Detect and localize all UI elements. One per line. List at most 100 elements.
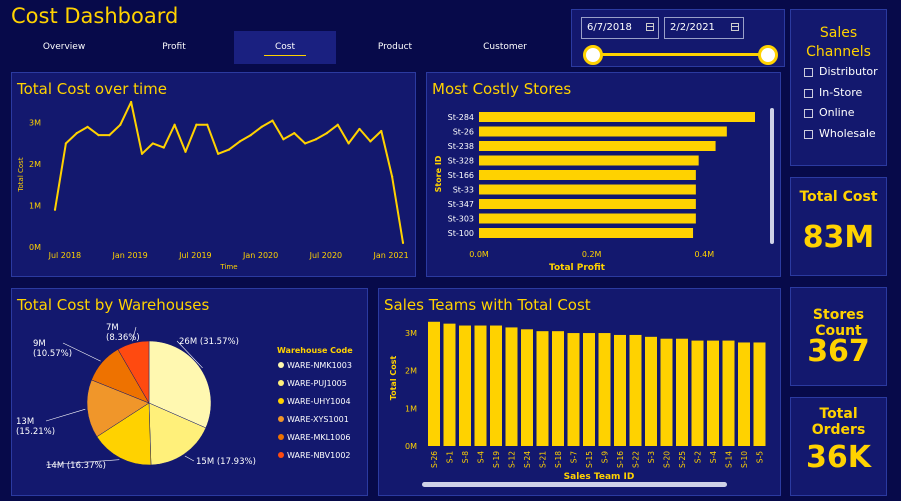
end-date-value: 2/2/2021 [670,22,715,33]
date-range-slider-track[interactable] [590,53,768,56]
legend-swatch [278,398,284,404]
sales-channels-title: Sales Channels [806,25,871,60]
store-id-label: St-347 [448,200,474,209]
date-range-end-handle[interactable] [758,45,778,65]
checkbox-online[interactable] [804,109,813,118]
date-range-start-handle[interactable] [583,45,603,65]
cost-data-point [347,142,350,145]
total-orders-value: 36K [806,440,871,475]
x-tick-label: S-25 [678,451,687,468]
x-tick-label: S-15 [585,451,594,468]
tab-customer[interactable]: Customer [483,42,527,52]
cost-data-point [108,134,111,137]
calendar-icon[interactable] [646,23,654,31]
legend-item: WARE-XYS1001 [287,415,349,424]
x-tick-label: S-18 [554,451,563,468]
x-tick-label: Jan 2019 [112,251,148,260]
dashboard-title: Cost Dashboard [11,4,179,28]
x-tick-label: Jan 2021 [373,251,409,260]
x-tick-label: S-4 [709,451,718,463]
most-costly-stores-chart: St-284 St-26 St-238 St-328 St-166 St-33 St-347… [434,108,774,273]
x-tick-label: S-21 [539,451,548,468]
cost-series-line [54,101,404,244]
pie-leader-line [45,408,86,422]
x-tick-label: Jul 2018 [48,251,82,260]
cost-data-point [173,123,176,126]
x-tick-label: S-26 [430,451,439,468]
x-tick-label: S-4 [477,451,486,463]
tab-profit[interactable]: Profit [162,42,186,52]
checkbox-wholesale[interactable] [804,130,813,139]
sales-team-cost-bar [552,331,564,446]
x-tick-label: S-22 [632,451,641,468]
cost-data-point [195,123,198,126]
calendar-icon[interactable] [731,23,739,31]
sales-team-cost-bar [645,336,657,446]
cost-data-point [391,175,394,178]
pie-data-label: (15.21%) [16,427,55,437]
cost-data-point [336,123,339,126]
store-id-label: St-238 [448,142,474,151]
x-tick-label: 0.4M [694,250,714,259]
end-date-input[interactable]: 2/2/2021 [664,17,744,39]
x-tick-label: S-10 [740,451,749,468]
cost-data-point [217,152,220,155]
cost-data-point [271,119,274,122]
cost-data-point [401,241,405,244]
cost-data-point [162,146,165,149]
sales-team-cost-bar [707,340,719,446]
sales-team-cost-bar [722,340,735,446]
tab-cost[interactable]: Cost [234,31,336,64]
checkbox-in-store[interactable] [804,89,813,98]
start-date-input[interactable]: 6/7/2018 [581,17,659,39]
cost-data-point [380,129,383,133]
store-cost-bar [479,199,696,209]
channel-label-in-store: In-Store [819,86,863,99]
cost-data-point [260,125,263,128]
x-tick-label: S-3 [647,451,656,463]
cost-data-point [325,131,328,135]
sales-team-cost-bar [459,325,471,446]
x-tick-label: Jan 2020 [242,251,278,260]
x-tick-label: Jul 2019 [178,251,212,260]
total-cost-value: 83M [802,220,875,255]
tab-overview[interactable]: Overview [42,42,86,52]
cost-over-time-panel: Total Cost over time [11,72,416,277]
sales-team-cost-bar [676,338,688,446]
cost-data-point [53,208,57,211]
total-cost-label: Total Cost [799,189,878,205]
stores-count-value: 367 [807,334,870,369]
y-tick-label: 1M [29,202,41,211]
pie-data-label: 15M (17.93%) [196,457,256,467]
y-tick-label: 2M [405,367,417,376]
sales-team-cost-bar [753,342,766,446]
y-tick-label: 3M [405,329,417,338]
x-axis-title: Total Profit [549,263,606,273]
cost-data-point [119,123,122,126]
cost-data-point [86,125,89,128]
total-orders-label: Total Orders [811,406,866,438]
pie-leader-line [176,340,203,369]
store-id-label: St-100 [448,229,474,238]
sales-team-cost-bar [738,342,750,446]
pie-slice [117,340,150,404]
x-tick-label: S-1 [446,451,455,463]
x-tick-label: S-2 [694,451,703,463]
tab-product[interactable]: Product [377,42,413,52]
cost-data-point [64,142,67,145]
horizontal-scrollbar [422,482,727,487]
y-axis-title: Total Cost [389,356,398,401]
sales-team-cost-bar [443,323,456,446]
start-date-value: 6/7/2018 [587,22,632,33]
sales-teams-title: Sales Teams with Total Cost [384,296,591,314]
cost-over-time-title: Total Cost over time [17,80,168,98]
channel-label-distributor: Distributor [819,65,878,78]
store-cost-bar [479,141,716,151]
x-tick-label: S-14 [725,451,734,468]
cost-data-point [97,134,100,137]
store-id-label: St-33 [453,186,474,195]
checkbox-distributor[interactable] [804,68,813,77]
store-id-label: St-284 [448,113,474,122]
pie-leader-line [62,342,101,362]
pie-leader-line [45,459,120,466]
